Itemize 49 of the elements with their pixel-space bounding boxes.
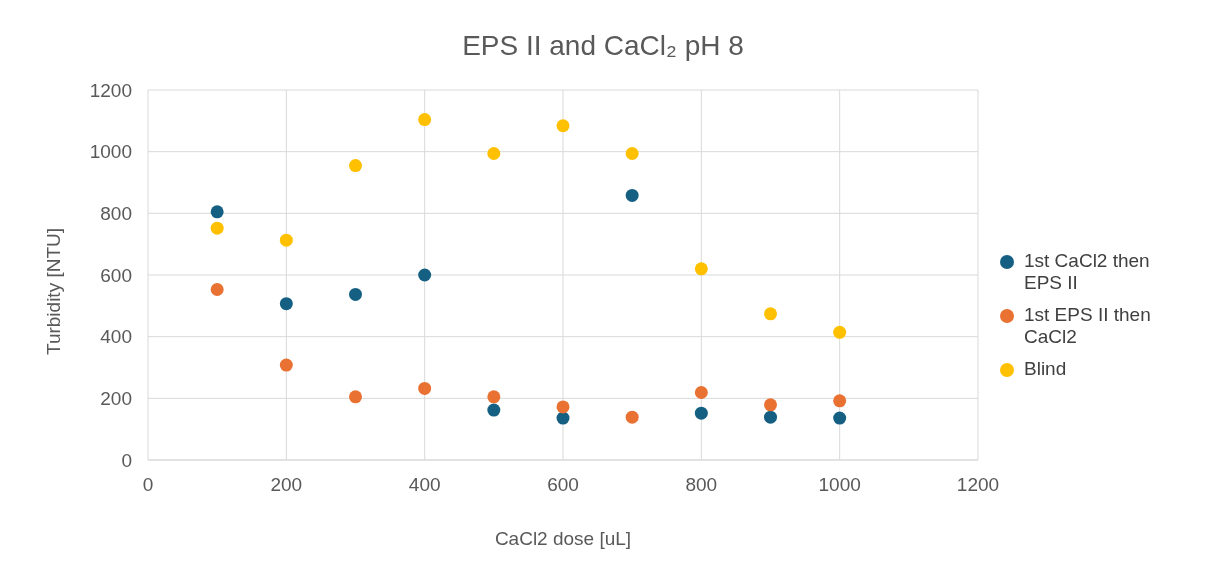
point bbox=[279, 297, 293, 311]
y-tick-label: 1000 bbox=[89, 141, 132, 163]
point bbox=[625, 147, 639, 161]
x-tick-label: 400 bbox=[408, 474, 441, 496]
x-axis-title: CaCl2 dose [uL] bbox=[494, 528, 632, 549]
point bbox=[694, 406, 708, 420]
y-tick-label: 0 bbox=[121, 449, 132, 471]
x-tick-label: 600 bbox=[547, 474, 579, 496]
point bbox=[210, 282, 224, 296]
point bbox=[694, 385, 708, 399]
point bbox=[418, 113, 432, 127]
point bbox=[625, 188, 639, 202]
chart-title: EPS II and CaCl₂ pH 8 bbox=[461, 30, 745, 63]
point bbox=[556, 119, 570, 133]
legend-label: Blind bbox=[1024, 358, 1067, 380]
point bbox=[764, 410, 777, 424]
point bbox=[279, 233, 293, 247]
point bbox=[418, 381, 432, 395]
point bbox=[833, 411, 847, 425]
point bbox=[279, 358, 293, 372]
y-tick-label: 200 bbox=[100, 388, 132, 410]
point bbox=[210, 205, 224, 219]
x-tick-label: 800 bbox=[685, 474, 718, 496]
point bbox=[349, 287, 362, 301]
x-tick-label: 1200 bbox=[956, 474, 1000, 496]
point bbox=[349, 390, 362, 404]
y-tick-label: 1200 bbox=[89, 79, 132, 101]
legend-label: 1st CaCl2 then EPS II bbox=[1024, 250, 1151, 294]
x-tick-label: 1000 bbox=[818, 474, 861, 496]
point bbox=[764, 307, 777, 321]
y-tick-label: 600 bbox=[100, 264, 132, 286]
x-tick-label: 200 bbox=[270, 474, 303, 496]
point bbox=[833, 394, 847, 408]
point bbox=[487, 403, 501, 417]
point bbox=[833, 325, 847, 339]
point bbox=[694, 262, 708, 276]
x-tick-label: 0 bbox=[142, 474, 154, 496]
legend-label: 1st EPS II then CaCl2 bbox=[1024, 304, 1152, 348]
point bbox=[418, 268, 432, 282]
y-axis-title: Turbidity [NTU] bbox=[42, 227, 64, 355]
y-tick-label: 800 bbox=[100, 203, 132, 225]
point bbox=[625, 410, 639, 424]
point bbox=[210, 221, 224, 235]
point bbox=[349, 159, 362, 173]
point bbox=[764, 398, 777, 412]
point bbox=[556, 400, 570, 414]
point bbox=[487, 390, 501, 404]
point bbox=[487, 147, 501, 161]
y-tick-label: 400 bbox=[100, 326, 132, 348]
